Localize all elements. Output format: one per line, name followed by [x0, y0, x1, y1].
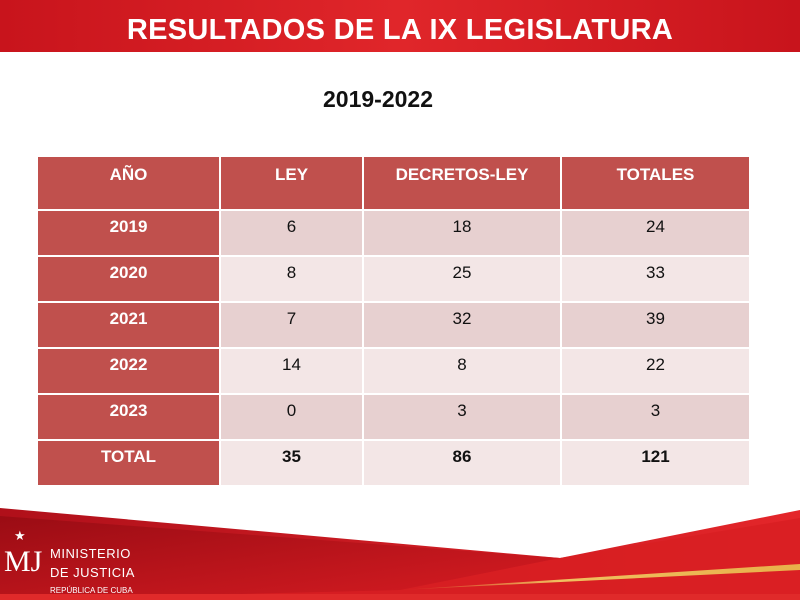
column-header-ley: LEY	[219, 155, 364, 211]
totales-cell: 3	[560, 393, 751, 441]
totales-cell: 39	[560, 301, 751, 349]
year-cell: TOTAL	[36, 439, 221, 487]
column-header-decretos: DECRETOS-LEY	[362, 155, 562, 211]
decretos-cell: 18	[362, 209, 562, 257]
footer-decoration	[0, 508, 800, 600]
decretos-cell: 3	[362, 393, 562, 441]
decretos-cell: 8	[362, 347, 562, 395]
table-row: 2020 8 25 33	[36, 255, 751, 303]
table-row: 2023 0 3 3	[36, 393, 751, 441]
year-cell: 2021	[36, 301, 221, 349]
period-subtitle: 2019-2022	[323, 86, 433, 112]
year-cell: 2022	[36, 347, 221, 395]
results-table: AÑO LEY DECRETOS-LEY TOTALES 2019 6 18 2…	[36, 155, 751, 487]
totales-cell: 121	[560, 439, 751, 487]
ley-cell: 6	[219, 209, 364, 257]
year-cell: 2019	[36, 209, 221, 257]
logo-line-1: MINISTERIO	[50, 546, 131, 561]
ley-cell: 8	[219, 255, 364, 303]
decretos-cell: 86	[362, 439, 562, 487]
totales-cell: 33	[560, 255, 751, 303]
totales-cell: 24	[560, 209, 751, 257]
column-header-year: AÑO	[36, 155, 221, 211]
page-title: RESULTADOS DE LA IX LEGISLATURA	[126, 14, 674, 46]
table-row: 2021 7 32 39	[36, 301, 751, 349]
ministry-logo: MJ	[4, 545, 43, 578]
title-bar: RESULTADOS DE LA IX LEGISLATURA	[0, 0, 800, 52]
decretos-cell: 25	[362, 255, 562, 303]
year-cell: 2023	[36, 393, 221, 441]
table-header-row: AÑO LEY DECRETOS-LEY TOTALES	[36, 155, 751, 211]
star-icon: ★	[14, 528, 26, 543]
ley-cell: 35	[219, 439, 364, 487]
year-cell: 2020	[36, 255, 221, 303]
ley-cell: 7	[219, 301, 364, 349]
total-row: TOTAL 35 86 121	[36, 439, 751, 487]
table-row: 2022 14 8 22	[36, 347, 751, 395]
ley-cell: 14	[219, 347, 364, 395]
decretos-cell: 32	[362, 301, 562, 349]
totales-cell: 22	[560, 347, 751, 395]
logo-line-2: DE JUSTICIA	[50, 565, 135, 580]
column-header-totales: TOTALES	[560, 155, 751, 211]
table-row: 2019 6 18 24	[36, 209, 751, 257]
ley-cell: 0	[219, 393, 364, 441]
logo-line-3: REPÚBLICA DE CUBA	[50, 586, 133, 595]
